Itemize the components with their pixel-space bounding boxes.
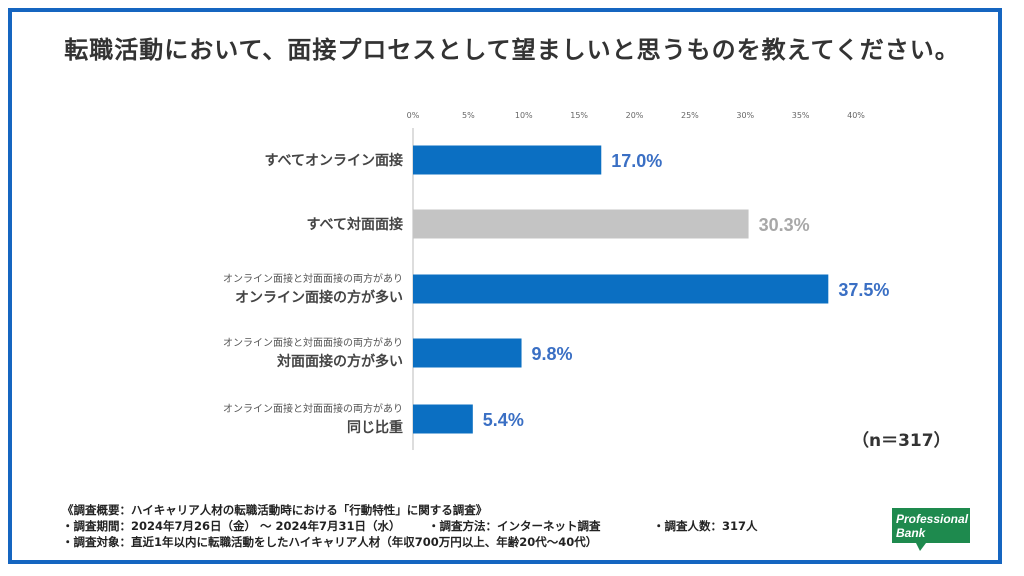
- category-label: すべて対面面接: [307, 216, 403, 233]
- bar: [413, 145, 602, 175]
- x-tick-label: 15%: [570, 111, 588, 120]
- note-line-3: ・調査対象：直近1年以内に転職活動をしたハイキャリア人材（年収700万円以上、年…: [62, 535, 598, 549]
- data-label: 37.5%: [838, 280, 889, 300]
- note-period: ・調査期間：2024年7月26日（金） 〜 2024年7月31日（水）: [62, 519, 401, 533]
- x-tick-label: 5%: [462, 111, 475, 120]
- x-tick-label: 20%: [626, 111, 644, 120]
- note-count: ・調査人数：317人: [653, 519, 758, 533]
- x-tick-label: 10%: [515, 111, 533, 120]
- data-label: 9.8%: [532, 344, 573, 364]
- bar: [413, 404, 473, 434]
- data-label: 5.4%: [483, 410, 524, 430]
- category-label: 対面面接の方が多い: [276, 353, 403, 370]
- category-sublabel: オンライン面接と対面面接の両方があり: [223, 402, 403, 415]
- x-tick-label: 35%: [792, 111, 810, 120]
- x-tick-label: 25%: [681, 111, 699, 120]
- x-tick-label: 30%: [736, 111, 754, 120]
- bar: [413, 274, 829, 304]
- x-tick-label: 0%: [407, 111, 420, 120]
- chart-title: 転職活動において、面接プロセスとして望ましいと思うものを教えてください。: [64, 36, 960, 64]
- logo-text-line1: Professional: [896, 512, 969, 526]
- category-label: オンライン面接の方が多い: [235, 289, 403, 306]
- data-label: 17.0%: [611, 151, 662, 171]
- data-label: 30.3%: [759, 215, 810, 235]
- category-label: 同じ比重: [347, 419, 403, 436]
- note-line-1: 《調査概要：ハイキャリア人材の転職活動時における「行動特性」に関する調査》: [62, 503, 488, 517]
- sample-size-label: （n＝317）: [852, 431, 951, 451]
- note-method: ・調査方法：インターネット調査: [428, 519, 601, 533]
- logo-text-line2: Bank: [896, 526, 927, 540]
- category-sublabel: オンライン面接と対面面接の両方があり: [223, 272, 403, 285]
- note-line-2: ・調査期間：2024年7月26日（金） 〜 2024年7月31日（水） ・調査方法…: [62, 518, 758, 534]
- bar: [413, 209, 749, 239]
- professional-bank-logo: Professional Bank: [892, 508, 970, 551]
- category-label: すべてオンライン面接: [265, 152, 403, 169]
- x-tick-label: 40%: [847, 111, 865, 120]
- survey-notes: 《調査概要：ハイキャリア人材の転職活動時における「行動特性」に関する調査》 ・調査…: [62, 502, 758, 550]
- bar: [413, 338, 522, 368]
- category-sublabel: オンライン面接と対面面接の両方があり: [223, 336, 403, 349]
